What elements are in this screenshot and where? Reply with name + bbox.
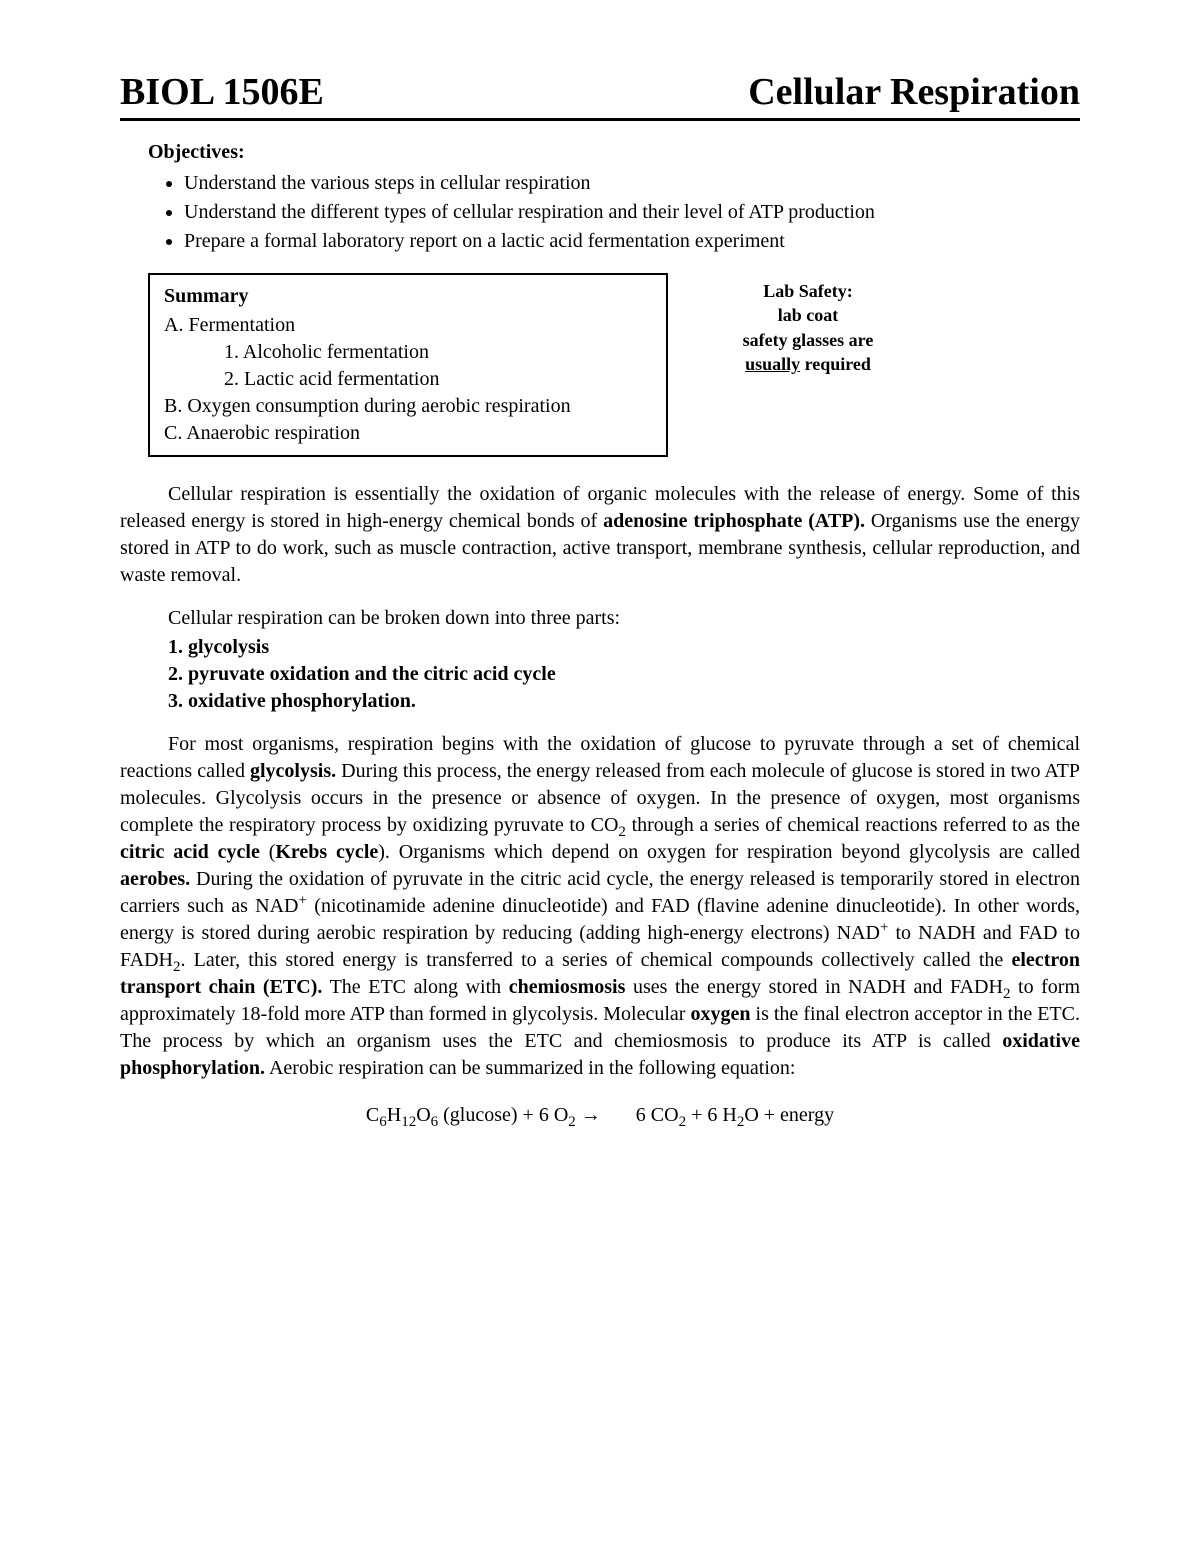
summary-item-a: A. Fermentation <box>164 312 652 339</box>
course-code: BIOL 1506E <box>120 70 324 114</box>
page: BIOL 1506E Cellular Respiration Objectiv… <box>0 0 1200 1553</box>
part-3: 3. oxidative phosphorylation. <box>168 688 1080 715</box>
objectives-heading: Objectives: <box>148 139 1080 166</box>
parts-block: Cellular respiration can be broken down … <box>168 605 1080 715</box>
summary-item-c: C. Anaerobic respiration <box>164 420 652 447</box>
equation: C6H12O6 (glucose) + 6 O2 → 6 CO2 + 6 H2O… <box>120 1102 1080 1129</box>
paragraph-main: For most organisms, respiration begins w… <box>120 731 1080 1082</box>
lab-safety-heading: Lab Safety: <box>708 279 908 303</box>
lab-safety-line: lab coat <box>708 303 908 327</box>
summary-safety-row: Summary A. Fermentation 1. Alcoholic fer… <box>148 273 1080 457</box>
parts-intro: Cellular respiration can be broken down … <box>168 605 1080 632</box>
objective-item: Understand the various steps in cellular… <box>184 170 1080 197</box>
summary-box: Summary A. Fermentation 1. Alcoholic fer… <box>148 273 668 457</box>
objective-item: Prepare a formal laboratory report on a … <box>184 228 1080 255</box>
lab-safety-line: safety glasses are <box>708 328 908 352</box>
lab-safety-line: usually required <box>708 352 908 376</box>
lab-safety-box: Lab Safety: lab coat safety glasses are … <box>708 279 908 376</box>
objectives-list: Understand the various steps in cellular… <box>184 170 1080 255</box>
summary-item-b: B. Oxygen consumption during aerobic res… <box>164 393 652 420</box>
content: Objectives: Understand the various steps… <box>120 139 1080 1129</box>
objective-item: Understand the different types of cellul… <box>184 199 1080 226</box>
paragraph-intro: Cellular respiration is essentially the … <box>120 481 1080 589</box>
summary-item-a2: 2. Lactic acid fermentation <box>224 366 652 393</box>
part-2: 2. pyruvate oxidation and the citric aci… <box>168 661 1080 688</box>
summary-item-a1: 1. Alcoholic fermentation <box>224 339 652 366</box>
summary-heading: Summary <box>164 283 652 310</box>
document-title: Cellular Respiration <box>748 70 1080 114</box>
header: BIOL 1506E Cellular Respiration <box>120 70 1080 121</box>
part-1: 1. glycolysis <box>168 634 1080 661</box>
objectives-section: Objectives: Understand the various steps… <box>148 139 1080 255</box>
